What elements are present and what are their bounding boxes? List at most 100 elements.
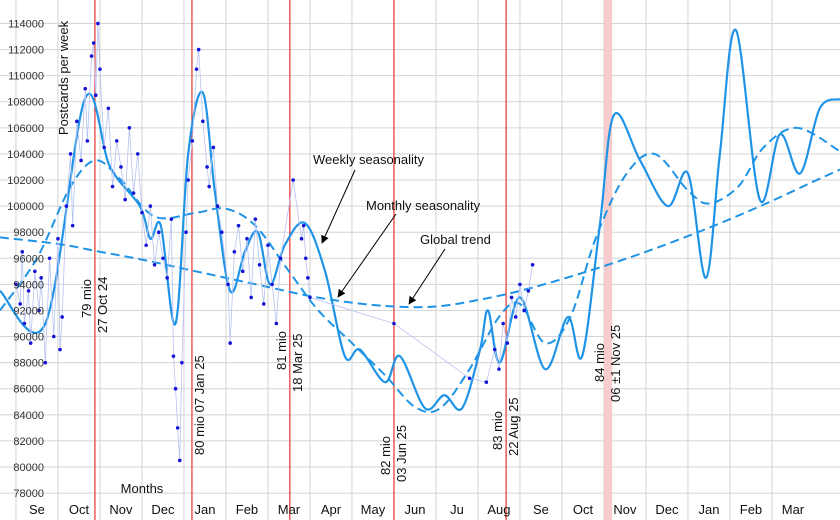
point [240, 269, 245, 274]
point [261, 302, 266, 306]
annotation: Weekly seasonality [313, 152, 425, 167]
point [93, 93, 98, 98]
point [190, 139, 195, 143]
point [505, 341, 510, 345]
arrow [408, 248, 446, 305]
point [140, 210, 144, 215]
point [175, 426, 180, 430]
y-tick-label: 110000 [8, 71, 44, 83]
point [28, 341, 33, 345]
x-tick-label: May [361, 502, 386, 517]
point [152, 263, 157, 267]
point [39, 276, 43, 280]
x-tick-label: Oct [69, 502, 90, 517]
point [169, 217, 174, 221]
point [186, 178, 190, 182]
point [392, 321, 396, 326]
event-label: 79 mio [79, 279, 94, 318]
event-label: 06 ±1 Nov 25 [608, 325, 623, 402]
point [135, 152, 140, 156]
point [177, 458, 182, 463]
point [257, 263, 262, 267]
point [184, 230, 188, 234]
point [114, 139, 119, 143]
point [96, 21, 100, 26]
point [211, 145, 216, 150]
y-tick-label: 80000 [13, 462, 44, 474]
point [64, 204, 69, 208]
point [492, 347, 497, 352]
y-tick-label: 94000 [13, 279, 44, 291]
y-tick-label: 102000 [7, 175, 44, 187]
point [308, 295, 312, 300]
point [303, 256, 308, 261]
arrow [321, 169, 356, 244]
point [56, 236, 60, 241]
x-tick-label: Feb [740, 502, 762, 517]
y-tick-label: 84000 [13, 410, 44, 422]
point [522, 308, 526, 313]
point [91, 41, 96, 45]
event-label: 03 Jun 25 [394, 425, 409, 482]
event-label: 27 Oct 24 [95, 277, 110, 333]
x-tick-label: Oct [573, 502, 594, 517]
y-tick-label: 86000 [13, 384, 44, 396]
line [0, 28, 840, 412]
point [180, 360, 184, 365]
x-tick-label: Aug [487, 502, 510, 517]
point [299, 236, 304, 241]
point [119, 165, 123, 169]
point [205, 165, 209, 169]
point [144, 243, 148, 248]
point [171, 354, 176, 358]
point [306, 276, 310, 280]
y-tick-label: 90000 [13, 332, 44, 344]
point [123, 197, 127, 202]
point [51, 334, 56, 339]
x-tick-label: Dec [655, 502, 679, 517]
point [207, 184, 211, 189]
point [85, 139, 90, 143]
y-tick-label: 100000 [7, 201, 44, 213]
point [161, 256, 165, 261]
point [219, 230, 224, 234]
point [79, 158, 83, 163]
point [530, 263, 535, 267]
event-label: 80 mio 07 Jan 25 [192, 355, 207, 455]
x-tick-label: Jan [194, 502, 215, 517]
point [301, 223, 306, 228]
point [484, 380, 489, 385]
point [26, 289, 31, 293]
point [127, 126, 132, 130]
x-tick-label: Ju [450, 502, 464, 517]
event-label: 22 Aug 25 [506, 397, 521, 456]
point [513, 315, 518, 319]
y-tick-label: 96000 [13, 253, 44, 265]
point [194, 67, 199, 71]
point [249, 295, 253, 300]
point [20, 249, 25, 254]
y-tick-label: 98000 [13, 227, 44, 239]
point [266, 243, 270, 248]
y-axis-title: Postcards per week [56, 20, 71, 135]
x-tick-label: Nov [109, 502, 133, 517]
point [33, 269, 37, 274]
point [106, 106, 111, 111]
y-tick-label: 114000 [8, 18, 44, 30]
x-tick-label: Feb [236, 502, 258, 517]
event-label: 82 mio [378, 436, 393, 475]
x-tick-label: Apr [321, 502, 342, 517]
event-label: 81 mio [274, 331, 289, 370]
point [98, 67, 102, 71]
point [215, 204, 220, 208]
point [497, 367, 501, 371]
point [60, 315, 64, 319]
point [291, 178, 295, 182]
x-tick-label: Mar [278, 502, 301, 517]
point [518, 282, 522, 287]
point [228, 341, 232, 345]
point [37, 308, 41, 313]
x-axis-title: Months [121, 481, 164, 496]
